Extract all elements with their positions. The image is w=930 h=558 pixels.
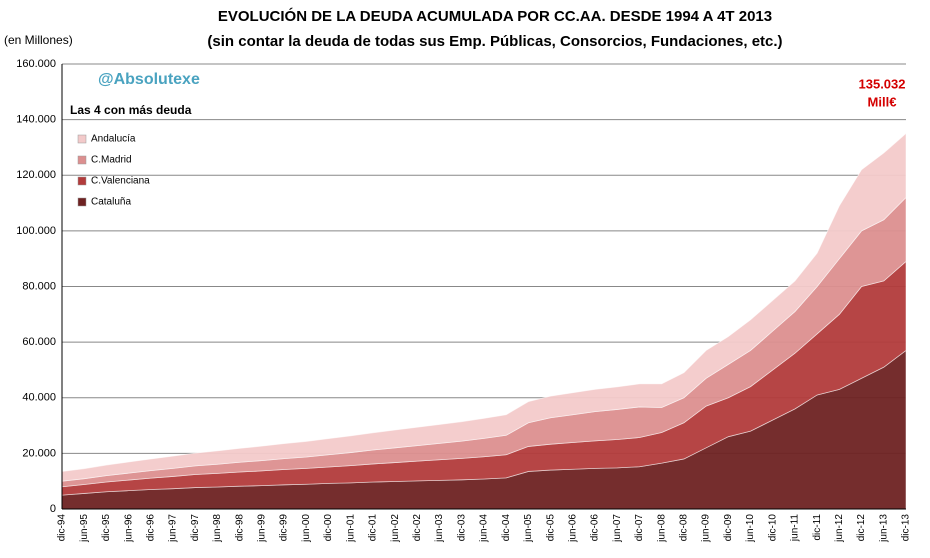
x-tick-label: jun-99 (257, 514, 268, 543)
legend-swatch (77, 155, 87, 165)
x-tick-label: jun-08 (656, 514, 667, 543)
x-tick-label: jun-98 (212, 514, 223, 543)
x-tick-label: jun-96 (123, 514, 134, 543)
legend-label: Andalucía (91, 134, 136, 145)
x-tick-label: jun-09 (701, 514, 712, 543)
x-tick-label: dic-04 (501, 514, 512, 542)
x-tick-label: dic-02 (412, 514, 423, 542)
y-tick-label: 80.000 (22, 280, 56, 292)
x-tick-label: jun-06 (567, 514, 578, 543)
legend-label: C.Valenciana (91, 176, 150, 187)
y-tick-label: 40.000 (22, 392, 56, 404)
x-tick-label: dic-08 (679, 514, 690, 542)
legend-swatch (77, 134, 87, 144)
x-tick-label: jun-95 (79, 514, 90, 543)
x-tick-label: jun-04 (479, 514, 490, 543)
legend-swatch (77, 176, 87, 186)
x-tick-label: dic-94 (57, 514, 68, 542)
x-tick-label: dic-07 (634, 514, 645, 542)
y-axis-label: (en Millones) (4, 33, 73, 47)
y-tick-label: 140.000 (16, 114, 56, 126)
x-tick-label: dic-10 (767, 514, 778, 542)
x-tick-label: jun-01 (345, 514, 356, 543)
x-tick-label: dic-11 (812, 514, 823, 541)
x-tick-label: jun-10 (745, 514, 756, 543)
x-tick-label: dic-97 (190, 514, 201, 542)
x-tick-label: jun-07 (612, 514, 623, 543)
x-tick-label: jun-13 (878, 514, 889, 543)
watermark: @Absolutexe (98, 71, 200, 88)
x-tick-label: dic-01 (368, 514, 379, 542)
x-tick-label: dic-06 (590, 514, 601, 542)
x-tick-label: jun-00 (301, 514, 312, 543)
x-tick-label: dic-03 (456, 514, 467, 542)
x-tick-label: dic-99 (279, 514, 290, 542)
y-tick-label: 20.000 (22, 447, 56, 459)
y-tick-label: 100.000 (16, 225, 56, 237)
chart-title: EVOLUCIÓN DE LA DEUDA ACUMULADA POR CC.A… (218, 7, 772, 25)
annotation-unit: Mill€ (868, 94, 897, 109)
x-tick-label: jun-97 (168, 514, 179, 543)
y-tick-label: 120.000 (16, 169, 56, 181)
annotation-value: 135.032 (859, 76, 906, 91)
x-tick-label: dic-95 (101, 514, 112, 542)
x-tick-label: dic-05 (545, 514, 556, 542)
x-tick-label: dic-09 (723, 514, 734, 542)
x-tick-label: dic-13 (901, 514, 912, 542)
legend-label: C.Madrid (91, 155, 132, 166)
legend-title: Las 4 con más deuda (70, 103, 192, 117)
x-tick-label: jun-05 (523, 514, 534, 543)
legend-swatch (77, 197, 87, 207)
x-tick-label: jun-12 (834, 514, 845, 543)
y-tick-label: 0 (50, 503, 56, 515)
x-tick-label: dic-96 (145, 514, 156, 542)
y-tick-label: 160.000 (16, 58, 56, 70)
x-tick-label: jun-02 (390, 514, 401, 543)
x-tick-label: dic-98 (234, 514, 245, 542)
x-tick-label: dic-00 (323, 514, 334, 542)
legend-label: Cataluña (91, 197, 131, 208)
area (61, 132, 907, 482)
x-tick-label: jun-11 (790, 514, 801, 542)
chart-subtitle: (sin contar la deuda de todas sus Emp. P… (207, 33, 782, 50)
x-tick-label: dic-12 (856, 514, 867, 542)
x-tick-label: jun-03 (434, 514, 445, 543)
y-tick-label: 60.000 (22, 336, 56, 348)
